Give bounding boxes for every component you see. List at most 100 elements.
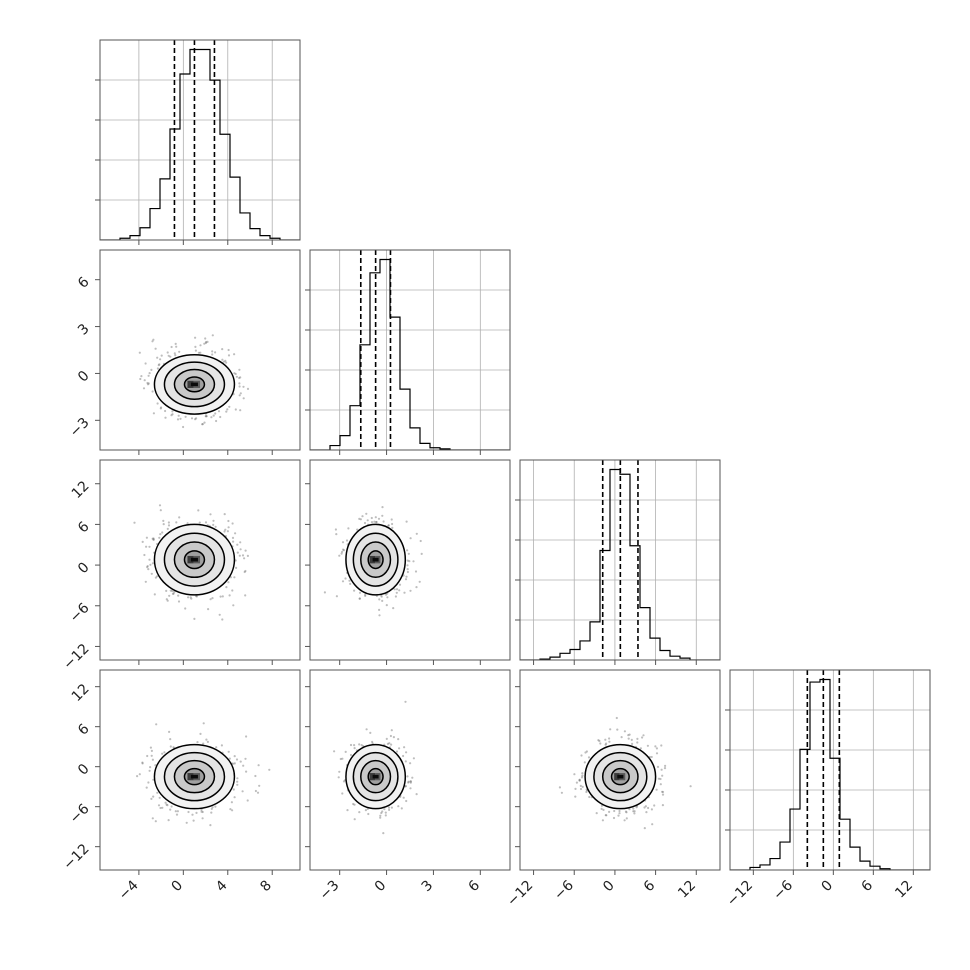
scatter-point (632, 810, 635, 813)
scatter-point (228, 594, 231, 597)
joint-xtick-label: 3 (419, 878, 437, 896)
panel-frame (519, 459, 721, 661)
contour-line (173, 759, 216, 794)
scatter-point (613, 809, 616, 813)
scatter-point (209, 824, 212, 827)
scatter-point (244, 594, 247, 597)
scatter-point (147, 781, 150, 784)
contour-line (163, 361, 226, 408)
scatter-point (339, 757, 342, 761)
joint-p1-p0: −3 0 3 6 (67, 249, 301, 455)
scatter-point (395, 591, 398, 594)
scatter-point (402, 796, 405, 799)
scatter-point (627, 734, 630, 737)
hist-p2 (515, 459, 721, 665)
scatter-point (146, 383, 150, 386)
scatter-point (174, 354, 177, 357)
scatter-point (244, 569, 247, 573)
scatter-point (151, 340, 154, 343)
scatter-point (167, 524, 171, 527)
scatter-point (398, 583, 402, 586)
scatter-point (204, 337, 207, 340)
scatter-point (245, 735, 248, 738)
scatter-point (149, 766, 152, 769)
joint-xtick-label: 0 (600, 878, 618, 896)
scatter-point (219, 415, 222, 419)
scatter-point (370, 516, 373, 520)
scatter-point (202, 742, 205, 745)
scatter-point (242, 764, 245, 767)
scatter-point (381, 506, 384, 509)
scatter-point (409, 780, 412, 783)
scatter-point (340, 552, 343, 555)
scatter-point (602, 808, 605, 812)
scatter-point (214, 805, 217, 808)
scatter-point (588, 795, 591, 799)
scatter-point (241, 790, 244, 793)
joint-ytick-label: 6 (75, 274, 93, 292)
joint-p3-p1: −3 0 3 6 (305, 669, 511, 903)
scatter-point (190, 597, 193, 600)
scatter-point (246, 554, 249, 558)
scatter-point (335, 533, 338, 536)
scatter-point (225, 586, 228, 589)
scatter-point (224, 359, 227, 362)
scatter-point (397, 738, 400, 741)
scatter-point (206, 740, 209, 744)
scatter-point (608, 740, 611, 743)
scatter-point (224, 528, 227, 531)
scatter-point (238, 376, 241, 380)
scatter-point (402, 754, 405, 758)
hist-xtick-label: −6 (770, 877, 796, 903)
scatter-point (172, 746, 175, 749)
scatter-point (195, 595, 198, 598)
scatter-point (338, 770, 341, 773)
density-core (372, 557, 379, 562)
scatter-point (383, 808, 386, 811)
scatter-point (194, 345, 197, 348)
scatter-point (166, 804, 169, 807)
scatter-point (184, 607, 187, 610)
scatter-point (166, 599, 169, 602)
scatter-point (244, 549, 247, 552)
contour-line (367, 550, 384, 570)
scatter-point (346, 809, 349, 812)
joint-xtick-label: 0 (169, 878, 187, 896)
scatter-point (197, 351, 200, 354)
joint-ytick-label: −12 (60, 841, 92, 873)
scatter-point (141, 761, 144, 764)
scatter-point (653, 804, 656, 807)
scatter-point (234, 372, 237, 376)
scatter-point (210, 416, 213, 419)
scatter-point (256, 791, 260, 794)
scatter-point (228, 405, 231, 408)
panel-frame (99, 249, 301, 451)
scatter-point (406, 564, 409, 567)
scatter-point (156, 791, 159, 794)
contour-line (352, 532, 399, 587)
scatter-point (643, 827, 646, 830)
scatter-point (239, 541, 242, 544)
scatter-point (342, 548, 345, 551)
scatter-point (353, 747, 356, 750)
scatter-point (133, 521, 136, 524)
scatter-point (231, 809, 234, 812)
scatter-point (243, 570, 246, 574)
scatter-point (580, 776, 584, 779)
scatter-point (384, 811, 387, 814)
scatter-point (155, 723, 158, 726)
scatter-point (185, 821, 188, 824)
scatter-point (189, 596, 192, 599)
scatter-point (227, 519, 230, 523)
density-core (187, 773, 194, 781)
scatter-point (390, 729, 393, 732)
scatter-point (245, 770, 248, 773)
scatter-point (217, 410, 221, 413)
scatter-point (395, 588, 399, 591)
density-core (190, 774, 198, 779)
scatter-point (600, 807, 603, 811)
scatter-point (227, 750, 230, 753)
joint-ytick-label: 6 (75, 721, 93, 739)
scatter-point (205, 340, 208, 344)
scatter-point (242, 385, 245, 388)
